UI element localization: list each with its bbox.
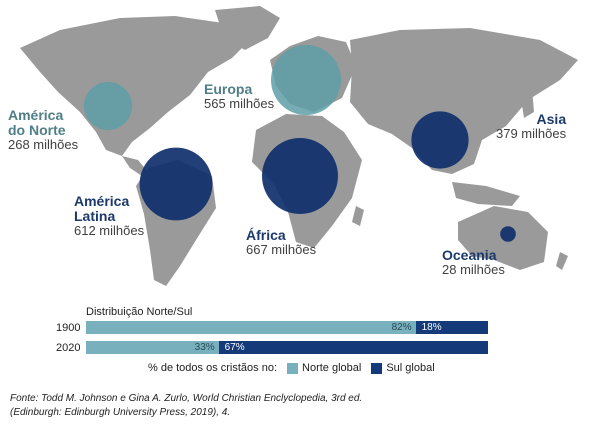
label-europe: Europa 565 milhões	[204, 81, 275, 112]
world-map	[20, 6, 578, 286]
legend-prefix: % de todos os cristãos no:	[148, 362, 278, 374]
legend-north-swatch	[287, 362, 299, 374]
label-oceania: Oceania 28 milhões	[442, 247, 505, 278]
label-north-america: América do Norte 268 milhões	[8, 107, 79, 153]
bubble-5	[500, 226, 516, 242]
legend-north-label: Norte global	[302, 362, 362, 374]
source-note: Fonte: Todd M. Johnson e Gina A. Zurlo, …	[10, 392, 362, 419]
label-africa: África 667 milhões	[246, 227, 317, 258]
bar-2020-south-label: 67%	[224, 342, 245, 353]
bar-2020: 33% 67%	[86, 341, 488, 354]
source-line-1: Fonte: Todd M. Johnson e Gina A. Zurlo, …	[10, 393, 363, 404]
madagascar-land	[352, 206, 364, 226]
greenland-land	[215, 6, 280, 50]
bubble-4	[262, 138, 338, 214]
central-america-land	[122, 156, 148, 176]
bar-1900-south-label: 18%	[421, 322, 442, 333]
bar-2020-north: 33%	[86, 341, 219, 354]
asia-land	[350, 28, 578, 174]
bubble-2	[411, 111, 469, 169]
bar-2020-north-label: 33%	[194, 342, 215, 353]
legend: % de todos os cristãos no: Norte global …	[148, 362, 435, 374]
legend-south-label: Sul global	[386, 362, 435, 374]
bar-1900-north: 82%	[86, 321, 416, 334]
label-latin-america: América Latina 612 milhões	[74, 193, 145, 239]
bubble-0	[83, 81, 133, 131]
southeast-asia-islands	[452, 182, 520, 206]
japan-land	[520, 88, 534, 118]
bar-2020-south: 67%	[218, 341, 488, 354]
bubble-1	[271, 45, 341, 115]
year-label-1900: 1900	[56, 322, 81, 334]
north-america-land	[20, 16, 250, 156]
distribution-title: Distribuição Norte/Sul	[86, 306, 193, 318]
year-label-2020: 2020	[56, 342, 81, 354]
source-line-2: (Edinburgh: Edinburgh University Press, …	[10, 406, 231, 418]
bar-1900: 82% 18%	[86, 321, 488, 334]
bar-1900-south: 18%	[415, 321, 488, 334]
new-zealand-land	[556, 252, 568, 270]
label-asia: Asia 379 milhões	[496, 111, 567, 142]
legend-south-swatch	[371, 362, 383, 374]
bar-1900-north-label: 82%	[391, 322, 412, 333]
bubble-3	[139, 147, 213, 221]
